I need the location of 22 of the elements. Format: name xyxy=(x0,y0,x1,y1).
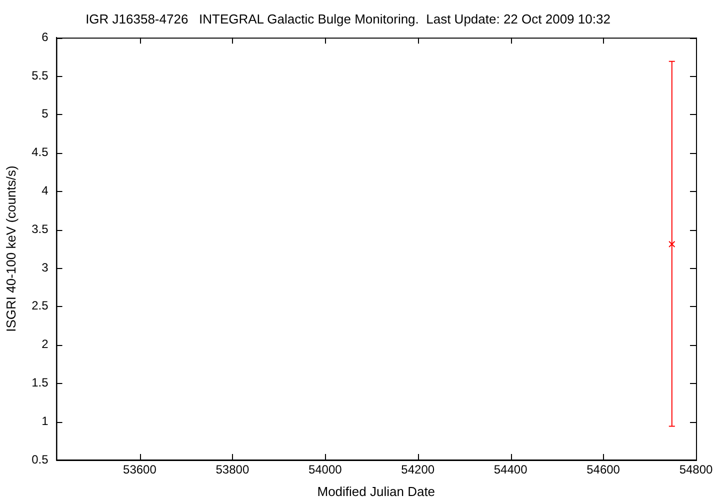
y-tick-label: 1 xyxy=(42,414,49,428)
x-tick-label: 54800 xyxy=(679,462,714,477)
y-tick-label: 0.5 xyxy=(32,452,49,466)
y-tick-label: 6 xyxy=(42,30,49,44)
x-tick-label: 54000 xyxy=(308,462,342,477)
y-tick-label: 5.5 xyxy=(32,68,49,82)
y-tick-label: 2.5 xyxy=(32,298,49,313)
y-axis-title: ISGRI 40-100 keV (counts/s) xyxy=(3,166,18,332)
chart-title: IGR J16358-4726 INTEGRAL Galactic Bulge Monitoring. Last Update: 22 Oct 2009 10:32 xyxy=(86,11,610,26)
y-tick-label: 4 xyxy=(42,184,49,198)
y-tick-label: 3 xyxy=(42,260,49,274)
y-tick-label: 4.5 xyxy=(32,145,49,160)
x-tick-label: 53600 xyxy=(123,462,157,477)
y-tick-label: 1.5 xyxy=(32,376,49,390)
x-tick-label: 54200 xyxy=(401,462,435,477)
x-tick-label: 53800 xyxy=(216,462,250,477)
x-axis-title: Modified Julian Date xyxy=(317,484,436,499)
x-tick-label: 54600 xyxy=(586,462,620,477)
y-tick-label: 3.5 xyxy=(32,222,49,236)
y-tick-label: 2 xyxy=(42,337,49,352)
y-tick-label: 5 xyxy=(42,106,49,121)
x-tick-label: 54400 xyxy=(494,462,528,477)
